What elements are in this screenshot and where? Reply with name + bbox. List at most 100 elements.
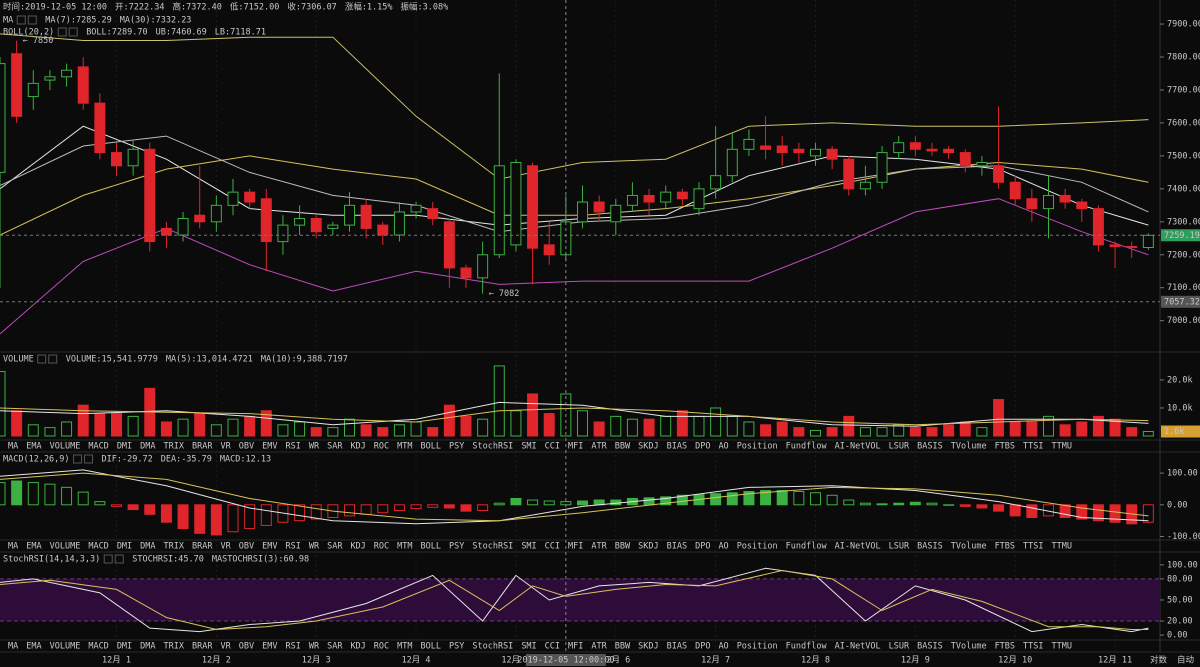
indicator-tab[interactable]: CCI bbox=[545, 442, 560, 452]
indicator-tab[interactable]: MA bbox=[8, 542, 18, 552]
indicator-tab[interactable]: RSI bbox=[285, 642, 300, 652]
indicator-tab[interactable]: BRAR bbox=[192, 542, 213, 552]
indicator-tab[interactable]: LSUR bbox=[889, 542, 910, 552]
indicator-tab[interactable]: SAR bbox=[327, 642, 343, 652]
indicator-tab[interactable]: SKDJ bbox=[638, 442, 658, 452]
indicator-tab[interactable]: SKDJ bbox=[638, 642, 658, 652]
indicator-tab[interactable]: DMI bbox=[117, 542, 132, 552]
indicator-tab[interactable]: BOLL bbox=[421, 542, 441, 552]
indicator-tab[interactable]: TRIX bbox=[164, 542, 185, 552]
indicator-tab[interactable]: StochRSI bbox=[472, 442, 513, 452]
indicator-tab[interactable]: BIAS bbox=[667, 542, 687, 552]
legend-icon[interactable] bbox=[37, 354, 47, 364]
indicator-tab[interactable]: WR bbox=[309, 542, 320, 552]
indicator-tab[interactable]: AO bbox=[718, 442, 728, 452]
indicator-tab[interactable]: VOLUME bbox=[50, 642, 81, 652]
indicator-tab[interactable]: FTBS bbox=[995, 542, 1015, 552]
indicator-tab[interactable]: ATR bbox=[591, 642, 607, 652]
indicator-tab[interactable]: RSI bbox=[285, 542, 300, 552]
indicator-tab[interactable]: KDJ bbox=[350, 442, 365, 452]
indicator-tab[interactable]: SMI bbox=[521, 442, 536, 452]
indicator-tab[interactable]: KDJ bbox=[350, 542, 365, 552]
indicator-tab[interactable]: ATR bbox=[591, 542, 607, 552]
indicator-tab[interactable]: Position bbox=[737, 542, 778, 552]
indicator-tab[interactable]: EMV bbox=[262, 642, 277, 652]
indicator-tab[interactable]: PSY bbox=[449, 442, 464, 452]
indicator-tab[interactable]: DPO bbox=[695, 642, 710, 652]
indicator-tab[interactable]: BBW bbox=[615, 542, 631, 552]
axis-control[interactable]: 自动 bbox=[1177, 655, 1195, 666]
indicator-tab[interactable]: OBV bbox=[239, 642, 254, 652]
indicator-tab[interactable]: TVolume bbox=[951, 642, 987, 652]
indicator-tab[interactable]: VR bbox=[221, 542, 232, 552]
indicator-tab[interactable]: MTM bbox=[397, 542, 412, 552]
indicator-tab[interactable]: ROC bbox=[374, 542, 389, 552]
indicator-tab[interactable]: BRAR bbox=[192, 442, 213, 452]
indicator-tab[interactable]: TTMU bbox=[1052, 442, 1072, 452]
indicator-tab[interactable]: ROC bbox=[374, 642, 389, 652]
indicator-tab[interactable]: WR bbox=[309, 442, 320, 452]
indicator-tab[interactable]: SAR bbox=[327, 442, 343, 452]
indicator-tab[interactable]: TRIX bbox=[164, 442, 185, 452]
indicator-tab[interactable]: KDJ bbox=[350, 642, 365, 652]
indicator-tab[interactable]: VR bbox=[221, 642, 232, 652]
indicator-tab[interactable]: DMI bbox=[117, 642, 132, 652]
indicator-tab[interactable]: AI-NetVOL bbox=[835, 442, 881, 452]
legend-icon[interactable] bbox=[57, 27, 67, 37]
indicator-tab[interactable]: FTBS bbox=[995, 442, 1015, 452]
indicator-tab[interactable]: TTSI bbox=[1023, 442, 1043, 452]
indicator-tab[interactable]: TVolume bbox=[951, 442, 987, 452]
indicator-tab[interactable]: VOLUME bbox=[50, 542, 81, 552]
indicator-tab[interactable]: EMA bbox=[26, 642, 41, 652]
indicator-tab[interactable]: EMA bbox=[26, 442, 41, 452]
indicator-tab[interactable]: TTMU bbox=[1052, 542, 1072, 552]
indicator-tab[interactable]: AI-NetVOL bbox=[835, 642, 881, 652]
indicator-tab[interactable]: BRAR bbox=[192, 642, 213, 652]
indicator-tab[interactable]: ATR bbox=[591, 442, 607, 452]
indicator-tab[interactable]: MTM bbox=[397, 642, 412, 652]
indicator-tab[interactable]: BIAS bbox=[667, 642, 687, 652]
indicator-tab[interactable]: Fundflow bbox=[786, 442, 828, 452]
indicator-tab[interactable]: BBW bbox=[615, 642, 631, 652]
indicator-tab[interactable]: MFI bbox=[568, 542, 583, 552]
indicator-tab[interactable]: VR bbox=[221, 442, 232, 452]
indicator-tab[interactable]: MFI bbox=[568, 442, 583, 452]
indicator-tab[interactable]: MACD bbox=[88, 542, 108, 552]
indicator-tab[interactable]: MA bbox=[8, 642, 18, 652]
legend-icon[interactable] bbox=[114, 554, 124, 564]
indicator-tab[interactable]: SKDJ bbox=[638, 542, 658, 552]
axis-control[interactable]: 对数 bbox=[1150, 655, 1168, 666]
indicator-tab[interactable]: OBV bbox=[239, 442, 254, 452]
indicator-tab[interactable]: SAR bbox=[327, 542, 343, 552]
indicator-tab[interactable]: DMA bbox=[140, 442, 155, 452]
indicator-tab[interactable]: StochRSI bbox=[472, 642, 513, 652]
legend-icon[interactable] bbox=[68, 27, 78, 37]
indicator-tab[interactable]: MA bbox=[8, 442, 18, 452]
indicator-tab[interactable]: PSY bbox=[449, 642, 464, 652]
indicator-tab[interactable]: LSUR bbox=[889, 442, 910, 452]
indicator-tab[interactable]: TTSI bbox=[1023, 642, 1043, 652]
indicator-tab[interactable]: MTM bbox=[397, 442, 412, 452]
indicator-tab[interactable]: LSUR bbox=[889, 642, 910, 652]
indicator-tab[interactable]: EMV bbox=[262, 542, 277, 552]
indicator-tab[interactable]: DMI bbox=[117, 442, 132, 452]
indicator-tab[interactable]: VOLUME bbox=[50, 442, 81, 452]
legend-icon[interactable] bbox=[73, 454, 83, 464]
indicator-tab[interactable]: AO bbox=[718, 642, 728, 652]
indicator-tab[interactable]: BIAS bbox=[667, 442, 687, 452]
legend-icon[interactable] bbox=[16, 15, 26, 25]
indicator-tab[interactable]: BASIS bbox=[917, 542, 943, 552]
indicator-tab[interactable]: EMA bbox=[26, 542, 41, 552]
indicator-tab[interactable]: CCI bbox=[545, 642, 560, 652]
indicator-tab[interactable]: Fundflow bbox=[786, 542, 828, 552]
indicator-tab[interactable]: OBV bbox=[239, 542, 254, 552]
indicator-tab[interactable]: SMI bbox=[521, 542, 536, 552]
indicator-tab[interactable]: TVolume bbox=[951, 542, 987, 552]
legend-icon[interactable] bbox=[27, 15, 37, 25]
indicator-tab[interactable]: ROC bbox=[374, 442, 389, 452]
indicator-tab[interactable]: Fundflow bbox=[786, 642, 828, 652]
indicator-tab[interactable]: DMA bbox=[140, 642, 155, 652]
indicator-tab[interactable]: AI-NetVOL bbox=[835, 542, 881, 552]
indicator-tab[interactable]: WR bbox=[309, 642, 320, 652]
indicator-tab[interactable]: TTMU bbox=[1052, 642, 1072, 652]
